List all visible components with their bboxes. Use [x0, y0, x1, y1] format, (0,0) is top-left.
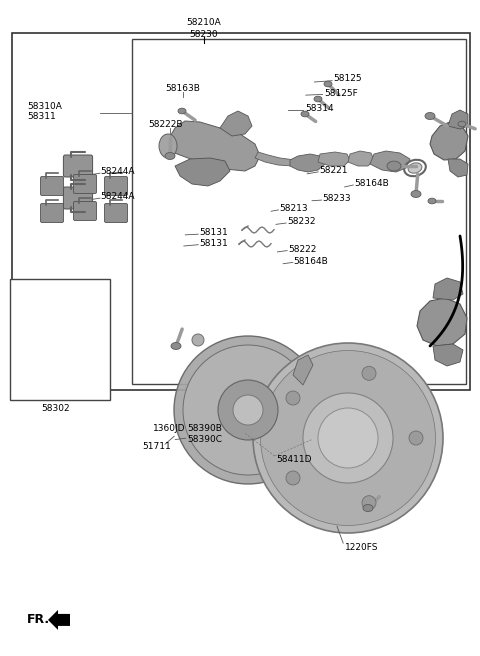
Text: 58164B: 58164B [354, 179, 389, 188]
Polygon shape [175, 158, 230, 186]
Ellipse shape [324, 81, 332, 87]
Text: 58164B: 58164B [294, 256, 328, 266]
Polygon shape [318, 152, 350, 166]
Text: 58125: 58125 [334, 74, 362, 83]
Ellipse shape [192, 334, 204, 346]
Ellipse shape [261, 350, 435, 525]
Polygon shape [348, 151, 374, 166]
Text: 58390B: 58390B [187, 424, 222, 433]
Text: FR.: FR. [27, 613, 50, 626]
Text: 58244A: 58244A [100, 192, 134, 201]
Ellipse shape [362, 366, 376, 380]
Text: 58314: 58314 [305, 104, 334, 113]
Ellipse shape [174, 336, 322, 484]
Bar [12, 33, 470, 390]
Polygon shape [48, 610, 70, 630]
Ellipse shape [218, 380, 278, 440]
Text: 58131: 58131 [199, 239, 228, 248]
Text: 58163B: 58163B [165, 84, 200, 93]
Text: 58213: 58213 [279, 204, 308, 213]
Text: 1220FS: 1220FS [345, 543, 378, 552]
Ellipse shape [363, 504, 373, 512]
Ellipse shape [425, 112, 435, 119]
Ellipse shape [387, 161, 401, 171]
FancyBboxPatch shape [63, 187, 93, 209]
Bar [132, 39, 466, 384]
Text: 58230: 58230 [190, 30, 218, 39]
Polygon shape [293, 355, 313, 385]
Text: 58221: 58221 [319, 166, 348, 175]
Bar [10, 279, 110, 400]
Polygon shape [290, 154, 325, 172]
Text: 58310A: 58310A [27, 102, 62, 111]
Polygon shape [168, 121, 260, 171]
Ellipse shape [411, 190, 421, 197]
Text: 58125F: 58125F [324, 89, 358, 98]
Ellipse shape [159, 134, 177, 158]
Ellipse shape [233, 395, 263, 425]
FancyBboxPatch shape [105, 176, 128, 195]
Ellipse shape [458, 121, 466, 127]
Polygon shape [370, 151, 410, 172]
Ellipse shape [286, 391, 300, 405]
Polygon shape [220, 111, 252, 136]
Text: 1360JD: 1360JD [153, 424, 185, 433]
Text: 58411D: 58411D [276, 455, 312, 464]
Polygon shape [448, 159, 468, 177]
Polygon shape [430, 122, 468, 160]
Text: 58232: 58232 [287, 217, 315, 226]
Ellipse shape [409, 431, 423, 445]
Ellipse shape [428, 198, 436, 204]
FancyBboxPatch shape [63, 155, 93, 177]
Text: 51711: 51711 [142, 441, 171, 451]
Ellipse shape [165, 152, 175, 159]
Text: 58390C: 58390C [187, 435, 222, 444]
Text: 58131: 58131 [199, 228, 228, 237]
Polygon shape [433, 278, 463, 300]
FancyBboxPatch shape [73, 174, 96, 194]
Polygon shape [433, 344, 463, 366]
Ellipse shape [171, 342, 181, 350]
FancyBboxPatch shape [73, 201, 96, 220]
Text: 58233: 58233 [323, 194, 351, 203]
Polygon shape [417, 298, 467, 346]
Ellipse shape [362, 496, 376, 510]
Polygon shape [448, 110, 468, 129]
Text: 58311: 58311 [27, 112, 56, 121]
Ellipse shape [318, 408, 378, 468]
FancyBboxPatch shape [40, 203, 63, 222]
Ellipse shape [178, 108, 186, 113]
Text: 58222: 58222 [288, 245, 316, 254]
Text: 58210A: 58210A [187, 18, 221, 28]
Ellipse shape [286, 471, 300, 485]
Ellipse shape [303, 393, 393, 483]
Text: 58302: 58302 [41, 403, 70, 413]
Ellipse shape [314, 96, 322, 102]
Ellipse shape [253, 343, 443, 533]
FancyBboxPatch shape [40, 176, 63, 195]
FancyBboxPatch shape [105, 203, 128, 222]
Text: 58244A: 58244A [100, 167, 134, 176]
Text: 58222B: 58222B [148, 120, 182, 129]
Ellipse shape [183, 345, 313, 475]
Polygon shape [255, 152, 295, 166]
Ellipse shape [301, 112, 309, 117]
Ellipse shape [408, 163, 422, 173]
